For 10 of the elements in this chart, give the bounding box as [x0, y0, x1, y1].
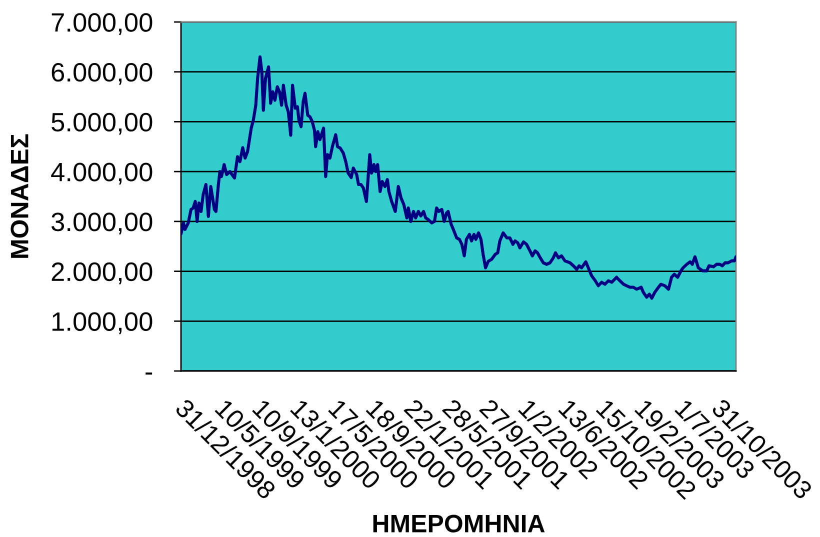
x-axis-title: ΗΜΕΡΟΜΗΝΙΑ — [373, 514, 545, 532]
y-axis-title: ΜΟΝΑΔΕΣ — [10, 134, 28, 258]
y-tick-label: 7.000,00 — [52, 13, 152, 35]
y-tick-label: 4.000,00 — [51, 162, 152, 185]
y-tick-label: 5.000,00 — [52, 112, 152, 135]
y-tick-label: 6.000,00 — [52, 62, 152, 85]
y-tick-label: 1.000,00 — [52, 312, 152, 334]
y-tick-label: 2.000,00 — [52, 262, 152, 284]
y-tick-label: 3.000,00 — [52, 212, 152, 234]
y-tick-label: - — [146, 372, 152, 375]
